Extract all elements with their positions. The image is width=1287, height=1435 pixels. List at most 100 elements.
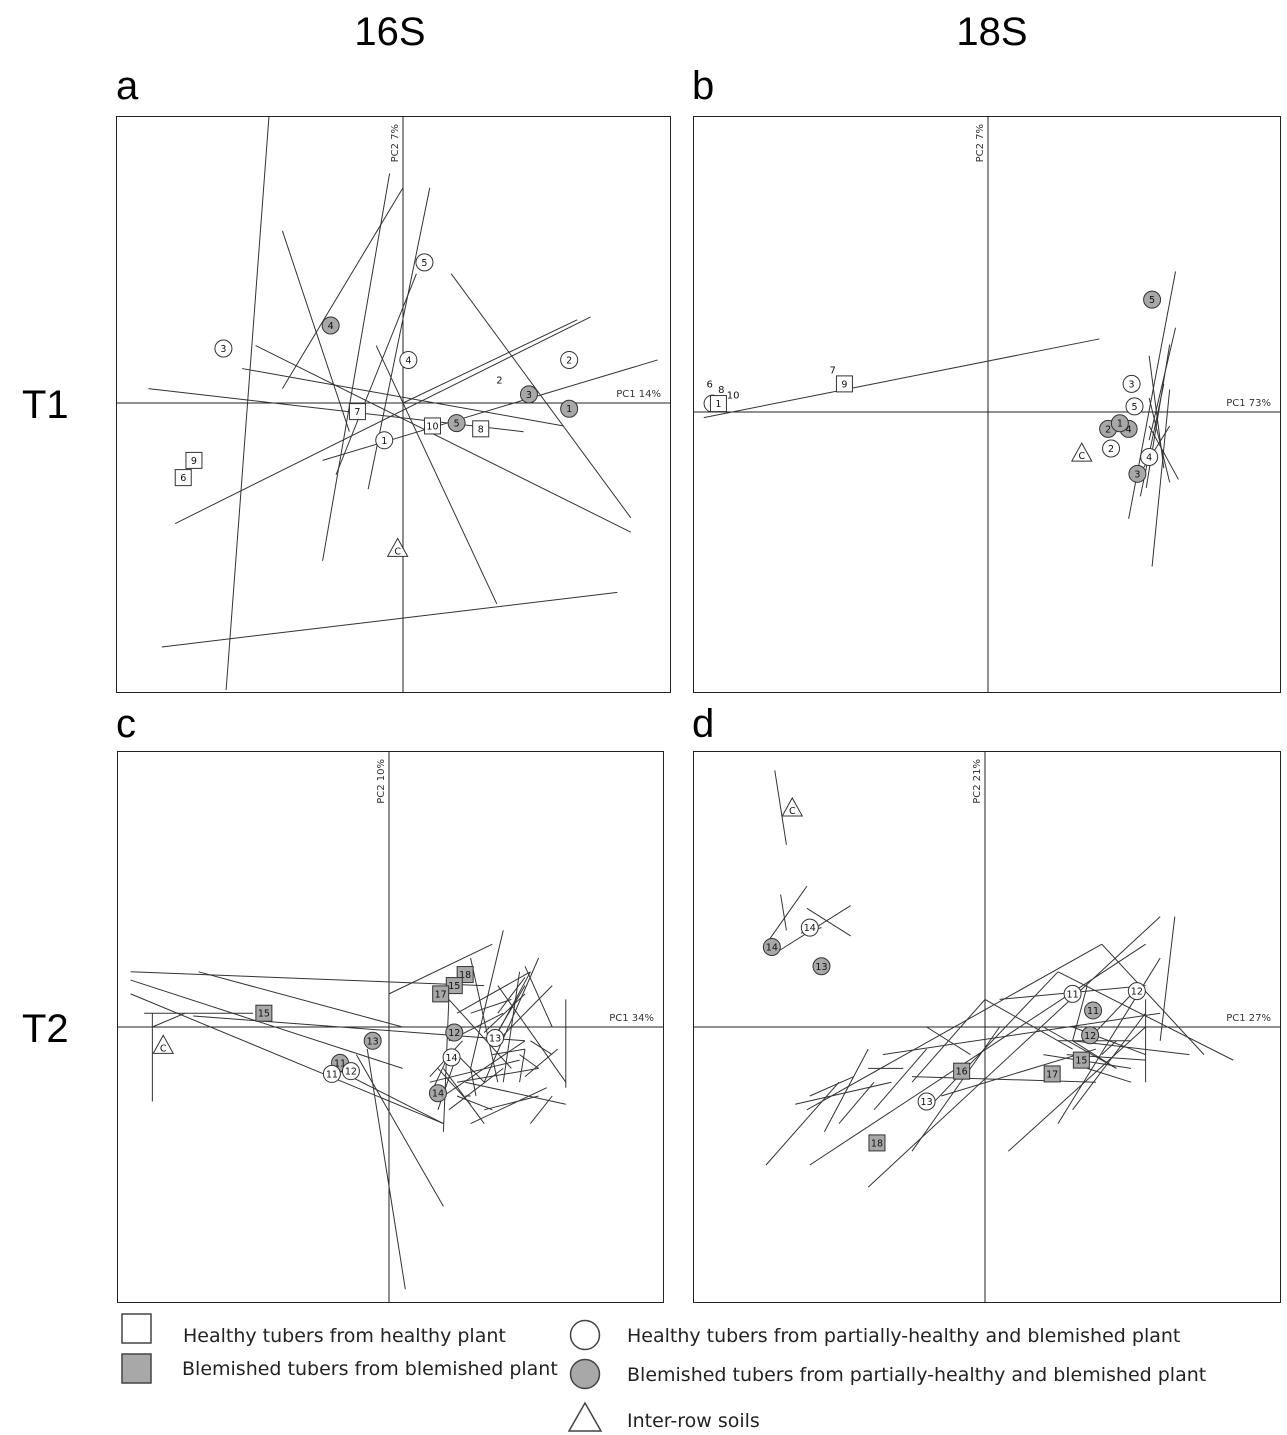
sample-marker-circle (415, 253, 434, 272)
loading-vector-d (873, 1048, 927, 1111)
sample-point-d: 14 (800, 918, 819, 937)
loading-vector-c (483, 993, 526, 1033)
loading-vector-d (823, 1048, 869, 1133)
loading-vector-a (161, 591, 618, 648)
sample-point-a: 5 (447, 414, 466, 433)
sample-point-b: 10 (727, 391, 740, 402)
sample-label: 13 (367, 1036, 379, 1047)
sample-label: C (1078, 451, 1085, 462)
legend-symbol-blemished-partial (569, 1358, 601, 1390)
legend-label-blemished-partial: Blemished tubers from partially-healthy … (627, 1364, 1207, 1386)
loading-vector-d (765, 885, 808, 945)
loading-vector-d (809, 1076, 854, 1097)
sample-point-b: 2 (1102, 439, 1121, 458)
sample-label: 1 (715, 399, 721, 410)
sample-marker-circle (445, 1023, 464, 1042)
sample-label: 14 (766, 942, 778, 953)
sample-point-b: 3 (1122, 374, 1141, 393)
sample-point-b: 6 (706, 379, 712, 390)
loading-vector-c (524, 1048, 558, 1078)
legend-label-inter-row-soils: Inter-row soils (627, 1410, 760, 1432)
sample-marker-square (835, 375, 853, 393)
row-header-t1: T1 (22, 383, 69, 427)
sample-label: 12 (448, 1028, 460, 1039)
sample-point-b: C (1070, 442, 1093, 462)
pca-panel-d: PC1 27% PC2 21% C 14 14 13 11 12 11 12 15 17 16 13 18 (693, 751, 1281, 1303)
loading-vector-d (867, 916, 1161, 1188)
sample-marker-circle (486, 1029, 505, 1048)
sample-label: 17 (435, 989, 447, 1000)
sample-marker-square (432, 985, 450, 1003)
loading-vector-c (484, 1095, 539, 1111)
sample-marker-circle (1084, 1001, 1103, 1020)
sample-marker-circle (321, 316, 340, 335)
panel-label-c: c (116, 702, 136, 746)
sample-label: 15 (1075, 1056, 1087, 1067)
loading-vector-a (281, 230, 350, 432)
sample-label: 9 (841, 379, 847, 390)
sample-point-c: 14 (442, 1048, 461, 1067)
sample-label: 2 (496, 376, 502, 387)
pc2-axis-label-c: PC2 10% (376, 759, 387, 804)
sample-label: 10 (426, 421, 438, 432)
pc1-axis-label-b: PC1 73% (1226, 398, 1271, 409)
sample-point-a: C (386, 537, 409, 557)
sample-point-a: 6 (174, 469, 192, 487)
loading-vector-c (448, 999, 512, 1069)
sample-marker-square (472, 420, 490, 438)
loading-vector-c (130, 979, 403, 1069)
sample-label: 9 (191, 456, 197, 467)
sample-marker-square (255, 1004, 273, 1022)
loading-vector-d (926, 971, 1059, 1111)
sample-label: 13 (921, 1097, 933, 1108)
loading-vector-d (806, 943, 1103, 1111)
sample-label: 13 (489, 1034, 501, 1045)
column-header-18s: 18S (956, 10, 1028, 54)
loading-vector-b (1148, 425, 1179, 480)
loading-vector-a (335, 273, 417, 475)
sample-label: 4 (405, 355, 411, 366)
sample-label: 18 (871, 1138, 883, 1149)
loading-vector-d (838, 1081, 875, 1124)
sample-marker-circle (428, 1084, 447, 1103)
sample-marker-triangle (386, 537, 409, 557)
sample-marker-circle (442, 1048, 461, 1067)
sample-point-d: 13 (812, 957, 831, 976)
sample-marker-circle (447, 414, 466, 433)
loading-vector-d (1072, 985, 1088, 1041)
sample-label: 3 (1129, 379, 1135, 390)
sample-marker-square (953, 1062, 971, 1080)
sample-point-d: 18 (868, 1134, 886, 1152)
loading-vector-b (1151, 389, 1171, 567)
sample-point-b: 5 (1125, 397, 1144, 416)
loading-vector-d (1008, 1026, 1146, 1152)
loading-vector-c (456, 1095, 493, 1111)
sample-label: 4 (1126, 424, 1132, 435)
loading-vector-c (497, 977, 526, 1014)
loading-vector-a (281, 187, 404, 389)
sample-point-a: 2 (496, 376, 502, 387)
loading-vector-c (519, 1054, 539, 1069)
loading-vector-d (780, 894, 787, 931)
sample-marker-circle (214, 339, 233, 358)
pc2-axis-label-a: PC2 7% (390, 124, 401, 162)
sample-point-d: 11 (1084, 1001, 1103, 1020)
loading-vector-c (198, 971, 403, 1028)
sample-point-a: 3 (214, 339, 233, 358)
loading-vector-d (941, 1048, 1097, 1097)
loading-vector-b (703, 338, 1100, 419)
loading-vector-d (774, 770, 787, 845)
sample-label: 14 (446, 1053, 458, 1064)
loading-vector-c (470, 1087, 547, 1125)
sample-label: 8 (718, 385, 724, 396)
loading-vector-a (174, 316, 591, 524)
sample-label: 6 (706, 379, 712, 390)
loading-vector-c (130, 971, 485, 987)
sample-marker-square (174, 469, 192, 487)
loading-vector-c (470, 957, 499, 1083)
sample-marker-circle (1140, 447, 1159, 466)
sample-label: 11 (334, 1058, 346, 1069)
sample-point-b: 5 (1143, 290, 1162, 309)
sample-label: 5 (1131, 402, 1137, 413)
sample-label: 12 (1084, 1031, 1096, 1042)
